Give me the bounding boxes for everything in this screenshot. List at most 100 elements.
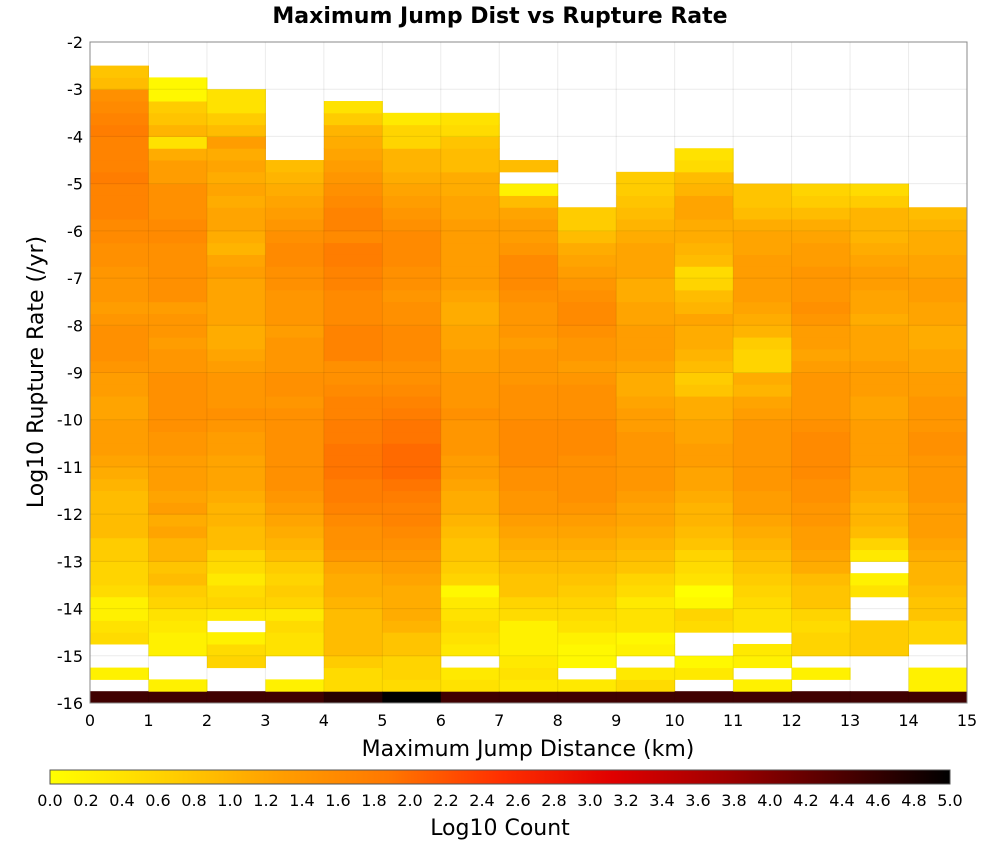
heatmap-cell (265, 171, 325, 185)
heatmap-cell (733, 443, 793, 456)
heatmap-cell (674, 620, 734, 633)
heatmap-cell (674, 289, 734, 303)
heatmap-cell (90, 455, 149, 468)
heatmap-cell (908, 419, 968, 433)
heatmap-cell (908, 407, 968, 421)
heatmap-cell (616, 514, 676, 527)
heatmap-cell (499, 266, 559, 279)
heatmap-cell (674, 478, 734, 492)
heatmap-cell (382, 537, 442, 551)
heatmap-cell (440, 372, 500, 385)
heatmap-cell (323, 490, 383, 503)
heatmap-cell (850, 573, 910, 586)
heatmap-cell (206, 466, 266, 480)
heatmap-cell (499, 325, 559, 338)
heatmap-cell (908, 490, 968, 503)
y-tick-label: -9 (67, 364, 83, 383)
heatmap-cell (148, 537, 208, 551)
heatmap-cell (908, 396, 968, 409)
y-tick-label: -12 (57, 505, 83, 524)
heatmap-cell (791, 455, 851, 468)
heatmap-cell (382, 466, 442, 480)
heatmap-cell (733, 537, 793, 551)
heatmap-cell (382, 254, 442, 267)
heatmap-cell (440, 289, 500, 303)
heatmap-cell (791, 643, 851, 657)
heatmap-cell (733, 584, 793, 598)
heatmap-cell (90, 254, 149, 267)
heatmap-cell (265, 691, 325, 704)
heatmap-cell (850, 195, 910, 208)
heatmap-cell (148, 466, 208, 480)
heatmap-cell (206, 490, 266, 503)
heatmap-cell (206, 337, 266, 350)
heatmap-cell (382, 313, 442, 326)
heatmap-cell (908, 561, 968, 574)
heatmap-cell (499, 466, 559, 480)
heatmap-cell (382, 549, 442, 562)
heatmap-cell (850, 230, 910, 244)
heatmap-cell (850, 514, 910, 527)
heatmap-cell (791, 691, 851, 704)
heatmap-cell (440, 549, 500, 562)
heatmap-cell (499, 490, 559, 503)
heatmap-cell (557, 679, 617, 692)
heatmap-cell (148, 443, 208, 456)
heatmap-cell (499, 573, 559, 586)
heatmap-cell (148, 514, 208, 527)
heatmap-cell (733, 490, 793, 503)
heatmap-cell (850, 207, 910, 220)
heatmap-cell (499, 160, 559, 173)
heatmap-cell (148, 490, 208, 503)
heatmap-cell (440, 396, 500, 409)
heatmap-cell (90, 160, 149, 173)
heatmap-cell (499, 549, 559, 562)
heatmap-cell (206, 301, 266, 314)
heatmap-cell (440, 407, 500, 421)
heatmap-cell (791, 301, 851, 314)
heatmap-cell (323, 195, 383, 208)
heatmap-cell (791, 348, 851, 362)
colorbar (49, 769, 951, 785)
x-tick-label: 5 (377, 711, 387, 730)
heatmap-cell (265, 230, 325, 244)
heatmap-cell (206, 289, 266, 303)
heatmap-cell (733, 301, 793, 314)
heatmap-cell (499, 313, 559, 326)
heatmap-cell (206, 89, 266, 102)
heatmap-cell (791, 584, 851, 598)
heatmap-cell (499, 679, 559, 692)
heatmap-cell (499, 289, 559, 303)
colorbar-ticks: 0.0 0.2 0.4 0.6 0.8 1.0 1.2 1.4 1.6 1.8 2.0 2.2 2.4 2… (37, 791, 962, 810)
heatmap-cell (90, 195, 149, 208)
heatmap-cell (382, 160, 442, 173)
heatmap-cell (206, 124, 266, 137)
heatmap-cell (557, 525, 617, 539)
heatmap-cell (616, 337, 676, 350)
y-tick-label: -14 (57, 600, 83, 619)
heatmap-cell (674, 502, 734, 515)
colorbar-tick-label: 1.2 (253, 791, 278, 810)
heatmap-cell (323, 608, 383, 621)
heatmap-cell (557, 407, 617, 421)
heatmap-cell (557, 584, 617, 598)
heatmap-cell (850, 525, 910, 539)
heatmap-cell (499, 254, 559, 267)
heatmap-cell (908, 691, 968, 704)
heatmap-cell (791, 254, 851, 267)
heatmap-cell (499, 561, 559, 574)
heatmap-cell (557, 691, 617, 704)
heatmap-cell (206, 407, 266, 421)
heatmap-cell (206, 573, 266, 586)
heatmap-cell (206, 419, 266, 433)
heatmap-cell (674, 596, 734, 610)
heatmap-cell (850, 266, 910, 279)
heatmap-cell (382, 278, 442, 291)
heatmap-cell (440, 254, 500, 267)
heatmap-cell (674, 431, 734, 444)
heatmap-cell (499, 384, 559, 397)
heatmap-cell (206, 431, 266, 444)
heatmap-cell (440, 584, 500, 598)
heatmap-cell (440, 525, 500, 539)
